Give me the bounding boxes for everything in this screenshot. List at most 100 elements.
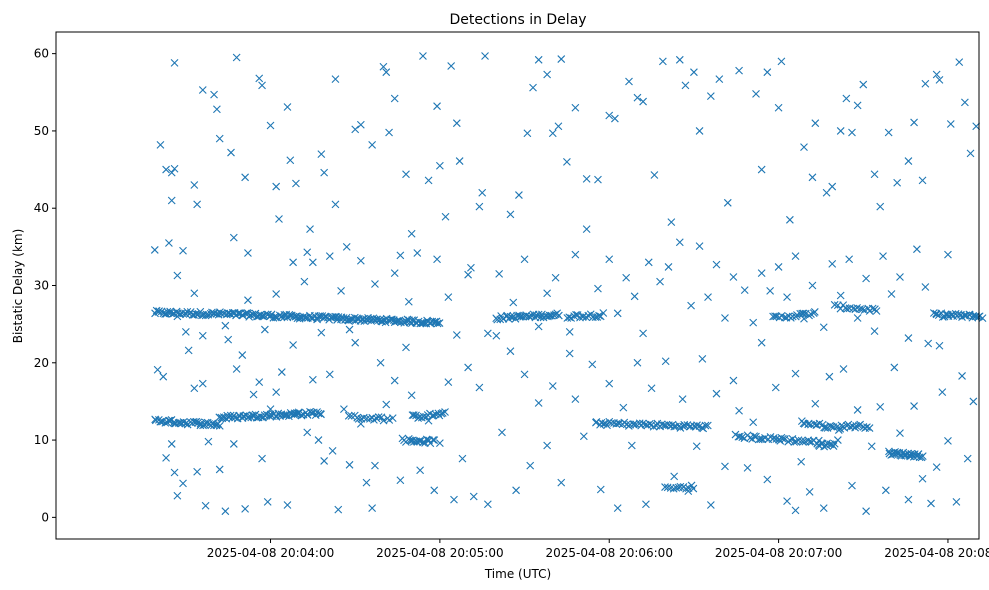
data-point bbox=[289, 341, 297, 349]
data-point bbox=[156, 140, 165, 149]
data-point bbox=[763, 475, 772, 484]
data-point bbox=[675, 238, 684, 247]
data-point bbox=[913, 245, 921, 254]
data-point bbox=[701, 421, 710, 430]
data-point bbox=[669, 484, 678, 493]
data-point bbox=[300, 277, 309, 286]
data-point bbox=[661, 357, 670, 366]
data-point bbox=[198, 331, 207, 340]
data-point bbox=[565, 349, 574, 358]
data-point bbox=[371, 280, 379, 288]
data-point bbox=[329, 313, 337, 321]
data-point bbox=[162, 453, 170, 462]
data-point bbox=[478, 188, 487, 197]
data-point bbox=[798, 309, 807, 318]
data-point bbox=[678, 395, 687, 403]
data-point bbox=[224, 335, 233, 344]
data-point bbox=[863, 423, 871, 432]
data-point bbox=[774, 103, 783, 112]
data-point bbox=[884, 128, 893, 137]
data-point bbox=[184, 346, 193, 355]
data-point bbox=[868, 304, 877, 313]
data-point bbox=[595, 311, 603, 320]
data-point bbox=[193, 467, 202, 476]
data-point bbox=[848, 481, 856, 490]
data-point bbox=[520, 370, 529, 379]
data-point bbox=[684, 487, 693, 495]
data-point bbox=[356, 256, 365, 265]
data-point bbox=[740, 286, 749, 295]
data-point bbox=[325, 370, 334, 379]
data-point bbox=[433, 255, 441, 264]
data-point bbox=[952, 498, 961, 506]
data-point bbox=[520, 255, 529, 264]
data-point bbox=[210, 90, 218, 99]
data-point bbox=[712, 389, 721, 398]
data-point bbox=[921, 283, 930, 291]
data-point bbox=[910, 118, 918, 127]
data-point bbox=[153, 365, 162, 374]
data-point bbox=[351, 338, 360, 347]
data-point bbox=[402, 343, 410, 352]
data-point bbox=[645, 420, 654, 428]
data-point bbox=[893, 178, 902, 187]
data-point bbox=[966, 149, 975, 158]
data-point bbox=[813, 420, 821, 429]
data-point bbox=[372, 414, 381, 423]
data-point bbox=[190, 181, 199, 189]
data-point bbox=[179, 479, 187, 488]
data-point bbox=[695, 242, 704, 250]
data-point bbox=[416, 437, 425, 445]
data-point bbox=[962, 311, 971, 320]
data-point bbox=[266, 412, 274, 421]
data-point bbox=[769, 312, 777, 321]
x-tick-label: 2025-04-08 20:05:00 bbox=[376, 546, 503, 560]
data-point bbox=[433, 319, 442, 328]
data-point bbox=[543, 441, 552, 450]
data-point bbox=[345, 325, 354, 334]
data-point bbox=[241, 173, 250, 182]
data-point bbox=[927, 499, 935, 508]
data-point bbox=[303, 428, 312, 437]
data-point bbox=[506, 347, 515, 356]
data-point bbox=[890, 363, 899, 372]
data-point bbox=[464, 270, 472, 279]
data-point bbox=[283, 103, 292, 111]
data-point bbox=[301, 313, 309, 322]
data-point bbox=[633, 93, 642, 102]
data-point bbox=[955, 58, 964, 67]
data-point bbox=[534, 399, 543, 407]
data-point bbox=[625, 77, 633, 86]
data-point bbox=[416, 466, 425, 475]
data-point bbox=[447, 62, 456, 70]
data-point bbox=[407, 391, 416, 400]
data-point bbox=[557, 55, 566, 63]
data-point bbox=[444, 293, 453, 301]
data-point bbox=[622, 273, 631, 282]
data-point bbox=[317, 328, 326, 337]
data-point bbox=[390, 94, 399, 103]
data-point bbox=[396, 476, 405, 485]
data-point bbox=[159, 309, 168, 318]
data-point bbox=[204, 437, 213, 446]
data-point bbox=[862, 274, 870, 283]
data-point bbox=[430, 436, 439, 444]
data-point bbox=[758, 435, 767, 444]
y-tick-label: 20 bbox=[34, 356, 49, 370]
data-point bbox=[829, 442, 838, 450]
data-point bbox=[515, 191, 523, 199]
data-point bbox=[721, 462, 729, 471]
data-point bbox=[317, 150, 326, 159]
data-point bbox=[571, 395, 580, 403]
data-point bbox=[495, 270, 504, 278]
data-point bbox=[729, 376, 738, 385]
data-point bbox=[822, 188, 831, 197]
data-point bbox=[825, 372, 834, 381]
data-point bbox=[294, 408, 303, 417]
data-point bbox=[579, 432, 588, 441]
data-point bbox=[853, 314, 862, 322]
data-point bbox=[896, 429, 904, 438]
data-point bbox=[693, 421, 701, 430]
data-point bbox=[830, 300, 839, 309]
